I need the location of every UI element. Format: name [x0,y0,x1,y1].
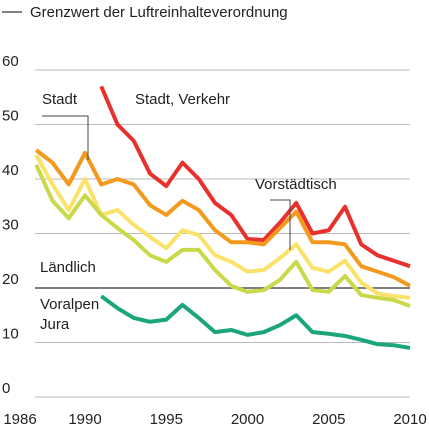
x-tick-label: 1995 [150,411,183,428]
series-label: Stadt, Verkehr [135,91,230,108]
series-label: Voralpen Jura [40,296,99,333]
y-tick-label: 10 [2,325,19,342]
x-tick-label: 2000 [231,411,264,428]
x-tick-label: 1990 [68,411,101,428]
leader-line [42,115,89,160]
series-label: Vorstädtisch [255,176,337,193]
x-tick-label: 2010 [393,411,426,428]
x-tick-label: 2005 [312,411,345,428]
y-tick-label: 30 [2,216,19,233]
legend-label: Grenzwert der Luftreinhalteverordnung [30,4,288,21]
series-line [99,85,411,269]
leader-line [270,199,291,250]
y-tick-label: 60 [2,53,19,70]
y-tick-label: 0 [2,380,10,397]
y-tick-label: 50 [2,107,19,124]
y-tick-label: 20 [2,271,19,288]
x-tick-label: 1986 [3,411,36,428]
series-line [35,148,411,288]
series-line [100,294,411,350]
series-line [34,164,411,308]
series-label: Ländlich [40,259,96,276]
series-label: Stadt [42,91,78,108]
y-tick-label: 40 [2,162,19,179]
